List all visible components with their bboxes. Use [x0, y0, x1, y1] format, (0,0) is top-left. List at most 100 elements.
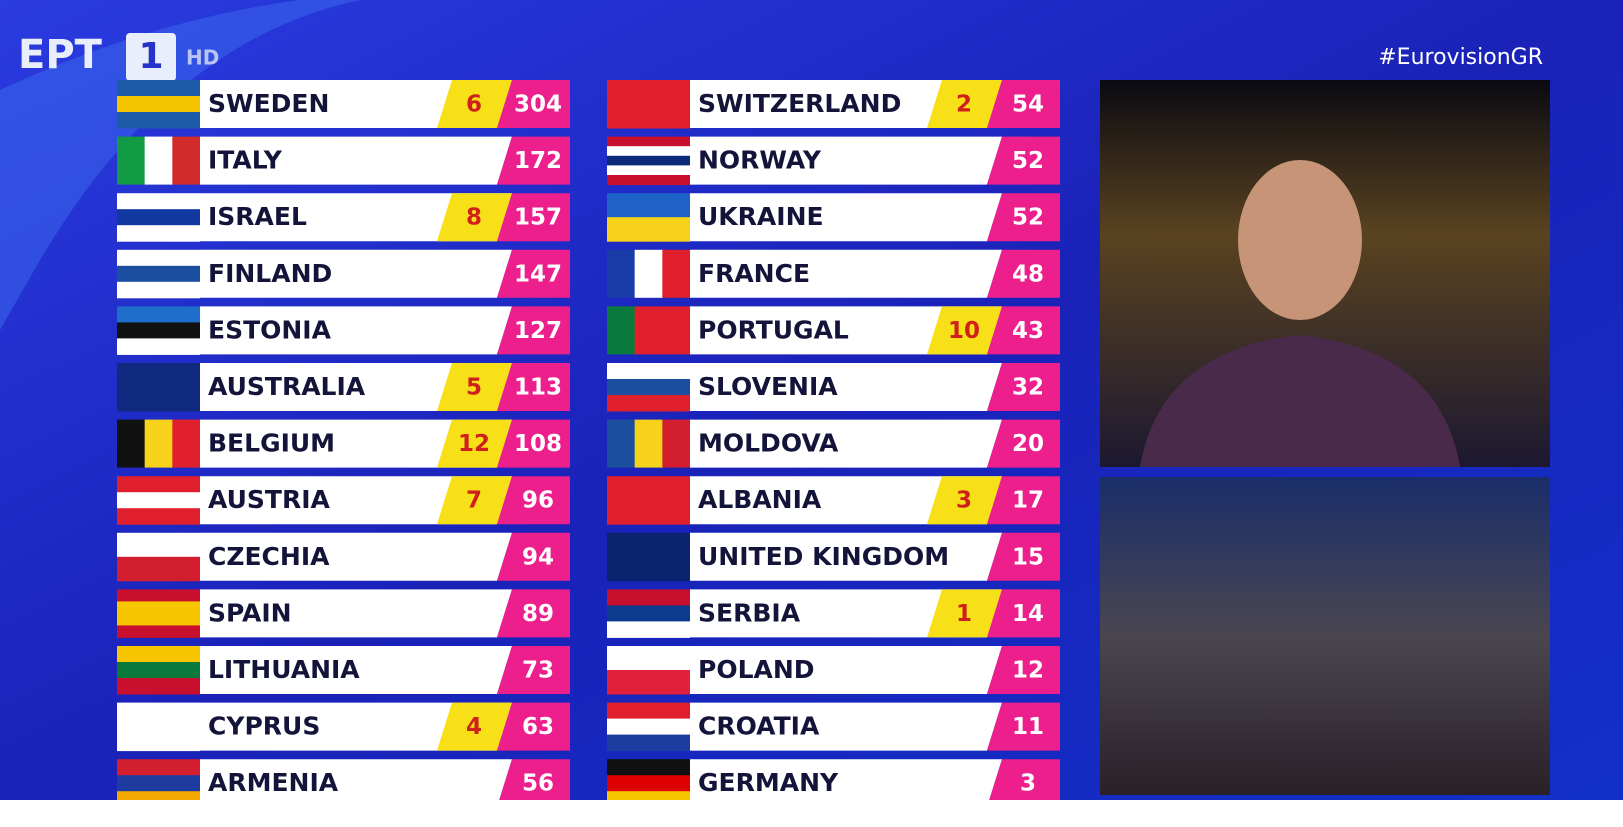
points-box — [927, 306, 1002, 355]
flag-stripe — [117, 136, 146, 185]
flag-stripe — [117, 601, 200, 614]
flag-stripe — [172, 419, 201, 468]
total: 32 — [1012, 375, 1044, 401]
total: 54 — [1012, 92, 1044, 118]
total-box — [987, 759, 1060, 808]
points: 4 — [466, 714, 482, 740]
row-bar — [200, 249, 512, 298]
total: 14 — [1012, 601, 1044, 627]
country: AUSTRALIA — [208, 372, 366, 401]
flag-stripe — [662, 419, 691, 468]
row-bar — [690, 249, 1002, 298]
total-box — [497, 363, 570, 411]
flag-stripe — [607, 605, 690, 622]
flag-stripe — [117, 249, 200, 267]
logo-channel: 1 — [138, 36, 163, 77]
total: 73 — [522, 658, 554, 684]
decor — [0, 0, 360, 330]
country: CROATIA — [698, 712, 820, 741]
flag-stripe — [607, 193, 690, 218]
bottom-strip — [0, 800, 1623, 827]
flag-stripe — [607, 670, 690, 695]
total-box — [497, 759, 570, 808]
flag-stripe — [117, 419, 146, 468]
flag-stripe — [117, 338, 200, 355]
row-bar — [690, 363, 1002, 411]
points-box — [927, 80, 1002, 128]
total: 94 — [522, 544, 554, 570]
total: 12 — [1012, 658, 1044, 684]
total-box — [497, 193, 570, 242]
flag-stripe — [607, 775, 690, 792]
row-bar — [690, 532, 1002, 581]
row-bar — [200, 363, 512, 411]
flag-stripe — [607, 646, 690, 671]
country: SWITZERLAND — [698, 89, 901, 118]
flag-stripe — [607, 146, 690, 157]
points: 2 — [956, 92, 972, 118]
points-box — [437, 363, 512, 411]
flag-stripe — [117, 662, 200, 679]
flag-stripe — [607, 175, 690, 186]
flag-stripe — [117, 532, 200, 558]
flag-stripe — [634, 249, 663, 298]
total: 48 — [1012, 261, 1044, 287]
row-bar — [690, 193, 1002, 242]
country: SWEDEN — [208, 89, 329, 118]
country: ARMENIA — [208, 768, 339, 797]
row-bar — [200, 419, 512, 468]
total-box — [497, 419, 570, 468]
total: 172 — [514, 148, 562, 174]
flag-stripe — [662, 249, 691, 298]
country: SLOVENIA — [698, 372, 838, 401]
flag-stripe — [117, 702, 200, 752]
country: ISRAEL — [208, 202, 307, 231]
country: NORWAY — [698, 146, 822, 175]
row-bar — [200, 646, 512, 694]
flag-stripe — [117, 589, 200, 602]
total-box — [497, 532, 570, 581]
flag-stripe — [117, 306, 200, 323]
row-bar — [200, 306, 512, 355]
total: 52 — [1012, 205, 1044, 231]
logo-quality: HD — [186, 46, 219, 70]
flag-stripe — [607, 532, 690, 582]
flag-stripe — [117, 281, 200, 299]
flag-stripe — [607, 419, 636, 468]
flag-stripe — [144, 419, 173, 468]
country: UKRAINE — [698, 202, 824, 231]
points: 5 — [466, 375, 482, 401]
total: 304 — [514, 92, 562, 118]
row-bar — [200, 476, 512, 525]
flag-stripe — [117, 80, 200, 97]
row-bar — [690, 646, 1002, 694]
country: SERBIA — [698, 598, 801, 627]
flag-stripe — [634, 419, 663, 468]
total: 96 — [522, 488, 554, 514]
country: BELGIUM — [208, 429, 335, 458]
flag-stripe — [117, 209, 200, 226]
total: 3 — [1020, 771, 1036, 797]
country: ALBANIA — [698, 485, 822, 514]
row-bar — [690, 476, 1002, 525]
flag-stripe — [607, 589, 690, 606]
flag-stripe — [607, 249, 636, 298]
flag-stripe — [117, 193, 200, 210]
flag-stripe — [607, 476, 690, 525]
flag-stripe — [117, 363, 200, 412]
flag-stripe — [117, 112, 200, 129]
row-bar — [690, 419, 1002, 468]
total-box — [497, 306, 570, 355]
total-box — [987, 136, 1060, 185]
points: 10 — [948, 318, 980, 344]
total-box — [987, 589, 1060, 638]
points-box — [437, 702, 512, 751]
country: ITALY — [208, 146, 283, 175]
total-box — [987, 80, 1060, 128]
total-box — [987, 646, 1060, 694]
row-bar — [200, 589, 512, 638]
points: 1 — [956, 601, 972, 627]
country: UNITED KINGDOM — [698, 542, 949, 571]
country: FINLAND — [208, 259, 332, 288]
flag-stripe — [607, 306, 636, 355]
